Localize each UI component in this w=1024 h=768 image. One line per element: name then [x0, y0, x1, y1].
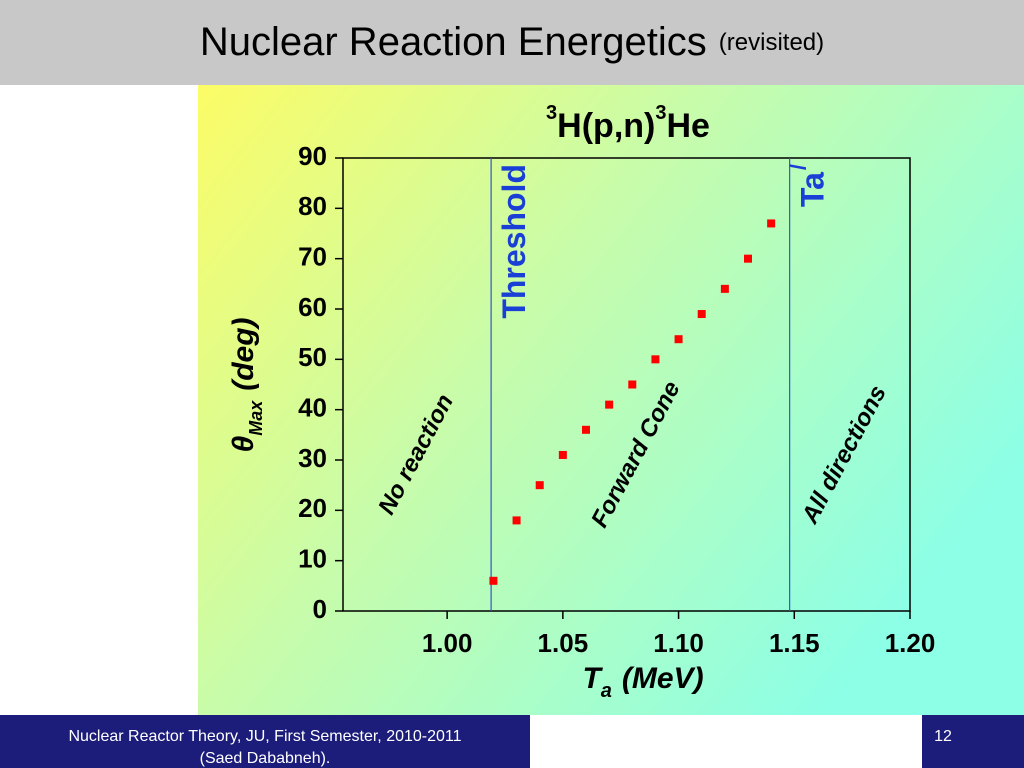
title-text: H(p,n)	[557, 107, 655, 145]
x-tick-label: 1.20	[885, 628, 936, 658]
page-number: 12	[934, 728, 952, 745]
title-superscript: 3	[546, 102, 557, 124]
y-tick-label: 20	[298, 493, 327, 523]
chart-title: 3H(p,n)3He	[546, 102, 710, 145]
y-tick-label: 30	[298, 443, 327, 473]
y-label-symbol: θ	[227, 436, 260, 453]
y-tick-label: 0	[313, 594, 327, 624]
footer-right-band	[922, 715, 1024, 768]
data-point	[512, 516, 521, 525]
y-tick-label: 80	[298, 191, 327, 221]
data-point	[582, 425, 590, 434]
x-tick-label: 1.00	[422, 628, 473, 658]
title-text: He	[666, 107, 709, 145]
y-axis-label: θMax (deg)	[227, 317, 266, 452]
data-point	[767, 219, 776, 228]
data-point	[535, 481, 544, 490]
x-label-subscript: a	[601, 680, 612, 702]
x-tick-label: 1.15	[769, 628, 820, 658]
footer-text: (Saed Dababneh).	[200, 750, 331, 767]
data-point	[628, 380, 637, 389]
reference-label-text: Ta	[795, 172, 831, 207]
y-label-unit: (deg)	[227, 317, 260, 390]
y-tick-label: 40	[298, 393, 327, 423]
reference-label: Threshold	[497, 164, 533, 319]
title-superscript: 3	[655, 102, 666, 124]
plot-frame	[342, 157, 911, 612]
reference-label-sup: /	[785, 164, 810, 170]
data-point	[489, 576, 498, 585]
data-point	[651, 355, 660, 364]
reference-label-text: Threshold	[497, 164, 533, 319]
data-point	[674, 335, 683, 344]
title-note: (revisited)	[719, 29, 824, 56]
data-point	[744, 254, 752, 263]
x-label-symbol: T	[582, 662, 603, 695]
y-tick-label: 90	[298, 141, 327, 171]
y-tick-label: 10	[298, 544, 327, 574]
reference-label: Ta /	[785, 164, 831, 207]
y-tick-label: 70	[298, 242, 327, 272]
data-point	[697, 310, 706, 319]
footer-left-band	[0, 715, 530, 768]
y-tick-label: 60	[298, 292, 327, 322]
chart-background	[198, 85, 1024, 715]
x-tick-label: 1.05	[538, 628, 589, 658]
y-tick-label: 50	[298, 342, 327, 372]
slide-title: Nuclear Reaction Energetics (revisited)	[200, 20, 824, 64]
footer-text: Nuclear Reactor Theory, JU, First Semest…	[68, 728, 461, 745]
data-point	[558, 450, 567, 459]
x-label-unit: (MeV)	[622, 662, 704, 695]
header-band	[0, 0, 1024, 85]
title-main: Nuclear Reaction Energetics	[200, 20, 707, 64]
y-label-subscript: Max	[246, 400, 266, 436]
data-point	[605, 400, 614, 409]
x-tick-label: 1.10	[653, 628, 704, 658]
x-axis-label: Ta (MeV)	[582, 662, 703, 702]
data-point	[720, 284, 729, 293]
